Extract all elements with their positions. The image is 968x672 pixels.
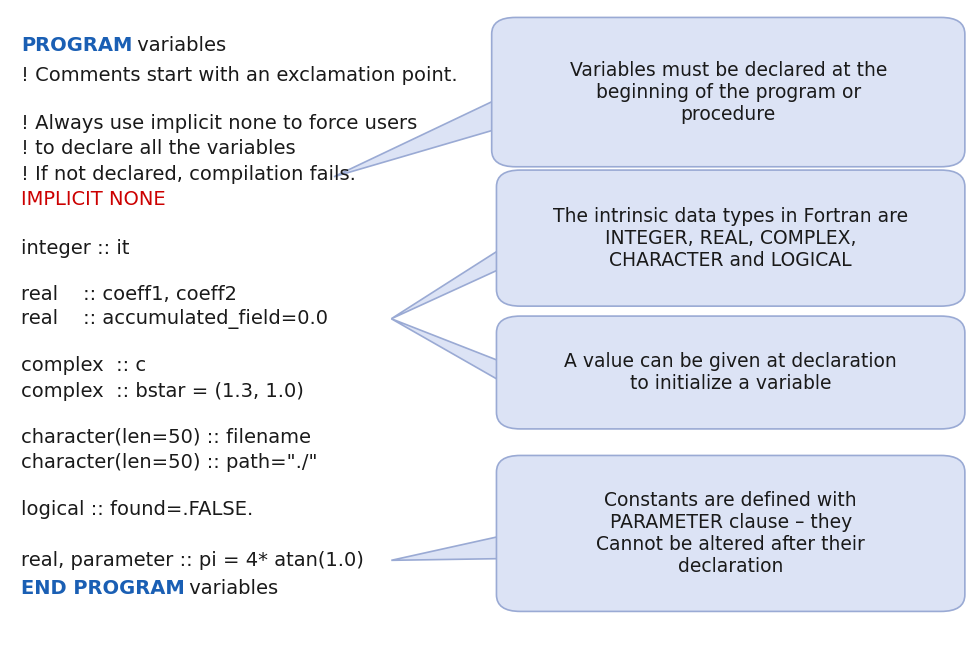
Text: real, parameter :: pi = 4* atan(1.0): real, parameter :: pi = 4* atan(1.0) xyxy=(21,551,364,570)
Text: variables: variables xyxy=(132,36,227,55)
Text: logical :: found=.FALSE.: logical :: found=.FALSE. xyxy=(21,501,254,519)
Text: ! If not declared, compilation fails.: ! If not declared, compilation fails. xyxy=(21,165,356,183)
Text: ! Comments start with an exclamation point.: ! Comments start with an exclamation poi… xyxy=(21,66,458,85)
Text: The intrinsic data types in Fortran are
INTEGER, REAL, COMPLEX,
CHARACTER and LO: The intrinsic data types in Fortran are … xyxy=(553,206,908,269)
FancyBboxPatch shape xyxy=(497,170,965,306)
Text: real    :: coeff1, coeff2: real :: coeff1, coeff2 xyxy=(21,285,237,304)
Text: A value can be given at declaration
to initialize a variable: A value can be given at declaration to i… xyxy=(564,352,897,393)
Text: real    :: accumulated_field=0.0: real :: accumulated_field=0.0 xyxy=(21,309,328,329)
Text: Constants are defined with
PARAMETER clause – they
Cannot be altered after their: Constants are defined with PARAMETER cla… xyxy=(596,491,865,576)
Text: PROGRAM: PROGRAM xyxy=(21,36,133,55)
FancyBboxPatch shape xyxy=(492,17,965,167)
Text: Variables must be declared at the
beginning of the program or
procedure: Variables must be declared at the beginn… xyxy=(569,60,887,124)
Polygon shape xyxy=(334,91,516,177)
Text: complex  :: bstar = (1.3, 1.0): complex :: bstar = (1.3, 1.0) xyxy=(21,382,304,401)
Text: character(len=50) :: path="./": character(len=50) :: path="./" xyxy=(21,453,318,472)
FancyBboxPatch shape xyxy=(497,316,965,429)
Polygon shape xyxy=(391,532,521,560)
Text: ! Always use implicit none to force users: ! Always use implicit none to force user… xyxy=(21,114,417,133)
Polygon shape xyxy=(391,319,521,392)
Text: ! to declare all the variables: ! to declare all the variables xyxy=(21,139,296,159)
Text: variables: variables xyxy=(183,579,278,597)
FancyBboxPatch shape xyxy=(497,456,965,612)
Text: character(len=50) :: filename: character(len=50) :: filename xyxy=(21,427,312,446)
Text: integer :: it: integer :: it xyxy=(21,239,130,258)
Text: END PROGRAM: END PROGRAM xyxy=(21,579,185,597)
Text: IMPLICIT NONE: IMPLICIT NONE xyxy=(21,190,166,209)
Text: complex  :: c: complex :: c xyxy=(21,356,146,376)
Polygon shape xyxy=(391,237,521,319)
